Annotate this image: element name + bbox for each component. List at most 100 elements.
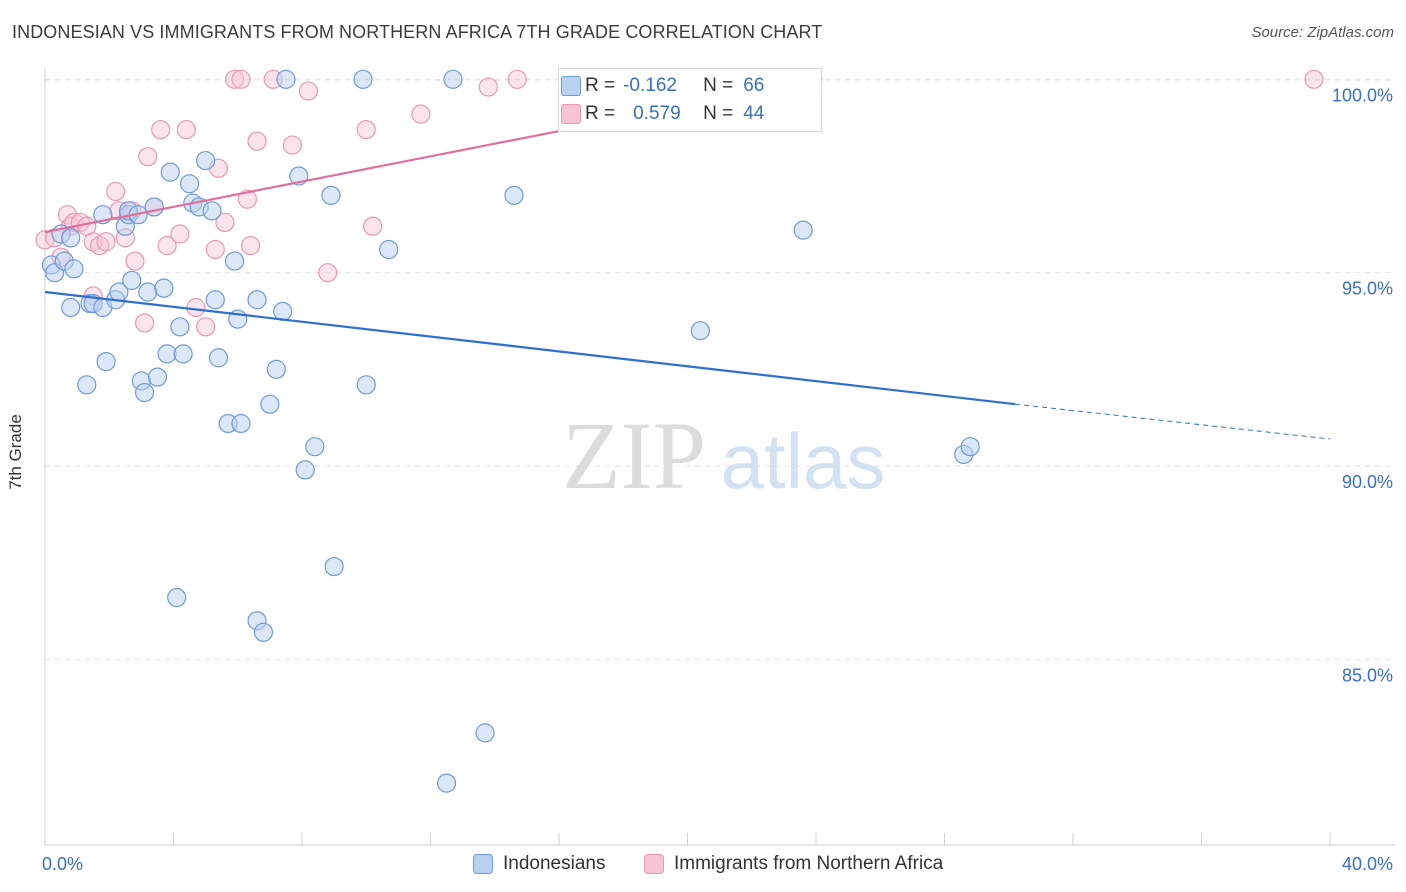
point-indonesians	[321, 185, 341, 205]
stats-row-immigrants: R = 0.579 N = 44	[561, 101, 765, 127]
point-immigrants	[241, 236, 261, 256]
point-indonesians	[690, 321, 710, 341]
trend-line-indonesians	[44, 290, 1016, 406]
stats-row-indonesians: R = -0.162 N = 66	[561, 73, 765, 99]
legend-item-immigrants[interactable]: Immigrants from Northern Africa	[644, 853, 943, 875]
point-indonesians	[273, 301, 293, 321]
point-indonesians	[247, 290, 267, 310]
point-indonesians	[61, 297, 81, 318]
watermark-atlas: atlas	[721, 417, 886, 505]
trend-line-indonesians-extension	[1015, 403, 1331, 440]
legend-label-indonesians: Indonesians	[503, 853, 606, 874]
point-indonesians	[96, 352, 116, 372]
point-indonesians	[64, 259, 84, 279]
point-indonesians	[173, 344, 193, 364]
n-label: N =	[703, 75, 734, 96]
point-indonesians	[196, 150, 216, 171]
point-immigrants	[125, 251, 145, 271]
point-immigrants	[196, 317, 216, 337]
y-tick-label: 85.0%	[1342, 665, 1393, 685]
point-indonesians	[170, 317, 190, 337]
point-indonesians	[353, 69, 373, 89]
point-immigrants	[215, 212, 235, 233]
x-tick-label-max: 40.0%	[1342, 854, 1393, 874]
watermark: ZIP atlas	[562, 402, 885, 509]
legend-item-indonesians[interactable]: Indonesians	[473, 853, 605, 875]
point-indonesians	[443, 69, 463, 89]
n-value-indonesians: 66	[743, 75, 765, 96]
point-indonesians	[77, 375, 97, 395]
point-indonesians	[231, 413, 251, 434]
point-immigrants	[151, 120, 171, 140]
point-indonesians	[167, 587, 187, 608]
r-value-immigrants: 0.579	[633, 103, 681, 124]
swatch-indonesians	[561, 76, 581, 96]
point-immigrants	[298, 81, 319, 101]
point-indonesians	[157, 344, 177, 364]
chart-title: INDONESIAN VS IMMIGRANTS FROM NORTHERN A…	[12, 22, 823, 42]
tick-labels: 85.0% 90.0% 95.0% 100.0% 0.0% 40.0%	[42, 85, 1393, 874]
point-indonesians	[436, 773, 457, 793]
n-label: N =	[703, 103, 734, 124]
series-immigrants-points	[35, 69, 1324, 337]
r-label: R =	[585, 103, 616, 124]
bottom-legend: Indonesians Immigrants from Northern Afr…	[0, 850, 1406, 880]
point-indonesians	[266, 359, 286, 379]
point-indonesians	[160, 162, 180, 182]
point-indonesians	[356, 375, 376, 395]
point-indonesians	[144, 197, 164, 217]
point-immigrants	[237, 189, 257, 209]
point-indonesians	[224, 251, 245, 271]
point-indonesians	[793, 220, 813, 240]
point-indonesians	[179, 174, 200, 194]
point-immigrants	[224, 69, 245, 89]
point-immigrants	[507, 69, 527, 89]
y-axis-label: 7th Grade	[6, 414, 25, 490]
y-tick-label: 90.0%	[1342, 472, 1393, 492]
point-immigrants	[411, 104, 431, 124]
point-indonesians	[134, 382, 155, 403]
point-indonesians	[138, 282, 158, 302]
point-immigrants	[356, 120, 376, 140]
point-indonesians	[202, 201, 222, 221]
point-immigrants	[363, 216, 383, 236]
r-label: R =	[585, 75, 616, 96]
point-immigrants	[157, 236, 177, 256]
point-indonesians	[504, 185, 524, 205]
swatch-immigrants	[561, 104, 581, 124]
point-immigrants	[134, 313, 155, 333]
r-value-indonesians: -0.162	[623, 75, 677, 96]
point-indonesians	[379, 239, 399, 260]
point-immigrants	[318, 263, 338, 283]
y-tick-label: 100.0%	[1332, 85, 1393, 105]
point-immigrants	[138, 147, 158, 167]
point-immigrants	[186, 297, 206, 318]
legend-swatch-immigrants	[644, 854, 664, 874]
point-indonesians	[305, 437, 325, 457]
point-immigrants	[106, 181, 126, 202]
point-indonesians	[122, 270, 142, 291]
point-indonesians	[960, 437, 980, 457]
point-immigrants	[231, 69, 251, 89]
point-indonesians	[276, 69, 296, 89]
point-immigrants	[478, 77, 498, 97]
point-indonesians	[295, 460, 315, 480]
source-label: Source: ZipAtlas.com	[1251, 24, 1394, 41]
legend-swatch-indonesians	[473, 854, 493, 874]
point-indonesians	[208, 348, 229, 368]
point-immigrants	[1304, 69, 1324, 89]
point-indonesians	[154, 278, 174, 298]
point-immigrants	[282, 135, 302, 155]
point-immigrants	[96, 232, 116, 252]
n-value-immigrants: 44	[743, 103, 765, 124]
point-indonesians	[324, 556, 344, 577]
point-indonesians	[253, 622, 274, 642]
stats-legend-box: R = -0.162 N = 66 R = 0.579 N = 44	[558, 68, 822, 132]
point-indonesians	[147, 367, 168, 387]
point-indonesians	[205, 290, 225, 310]
point-indonesians	[61, 228, 81, 248]
point-indonesians	[260, 394, 280, 414]
watermark-zip: ZIP	[562, 402, 706, 509]
point-indonesians	[475, 723, 495, 743]
